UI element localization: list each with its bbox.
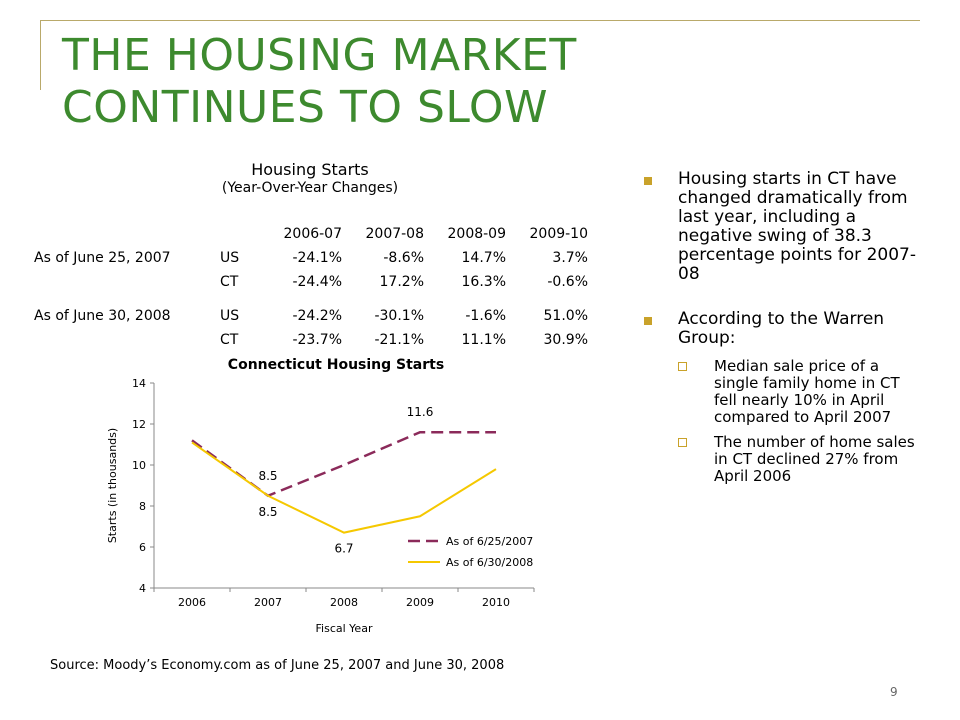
legend-label: As of 6/30/2008: [446, 556, 533, 569]
sub-bullet-item: Median sale price of a single family hom…: [640, 358, 920, 426]
housing-starts-chart: 4 6 8 10 12 14 2006 2007 2008 2009 2010 Fiscal Year…: [106, 377, 535, 635]
sub-bullet-box-icon: [678, 438, 687, 447]
table-cell: 16.3%: [461, 274, 506, 290]
slide-title-line2: CONTINUES TO SLOW: [62, 82, 548, 133]
row-label: As of June 30, 2008: [34, 308, 171, 324]
bullet-square-icon: [644, 177, 652, 185]
y-axis-title: Starts (in thousands): [106, 428, 119, 543]
column-header: 2007-08: [365, 226, 425, 242]
data-label: 6.7: [334, 542, 353, 556]
column-header: 2009-10: [529, 226, 589, 242]
table-cell: -24.4%: [292, 274, 342, 290]
sub-bullet-text: Median sale price of a single family hom…: [714, 357, 900, 426]
table-title: Housing Starts: [251, 160, 369, 179]
chart-title: Connecticut Housing Starts: [227, 357, 445, 373]
table-cell: -23.7%: [292, 332, 342, 348]
column-header: 2008-09: [447, 226, 507, 242]
bullet-item: According to the Warren Group:: [640, 310, 920, 348]
table-cell: 3.7%: [552, 250, 588, 266]
x-tick-label: 2007: [254, 596, 282, 609]
table-header-row: 2006-07 2007-08 2008-09 2009-10: [34, 222, 589, 246]
sub-bullet-item: The number of home sales in CT declined …: [640, 434, 920, 485]
slide-title-line1: THE HOUSING MARKET: [62, 30, 577, 81]
series-line: [191, 430, 496, 498]
x-tick-label: 2009: [406, 596, 434, 609]
table-cell: 11.1%: [461, 332, 506, 348]
table-cell: -30.1%: [374, 308, 424, 324]
data-label: 8.5: [258, 469, 277, 483]
row-region: US: [220, 250, 240, 266]
bullet-square-icon: [644, 317, 652, 325]
legend-label: As of 6/25/2007: [446, 535, 533, 548]
data-label: 8.5: [258, 505, 277, 519]
table-cell: -1.6%: [465, 308, 506, 324]
table-cell: -0.6%: [547, 274, 588, 290]
page-number: 9: [890, 685, 898, 699]
series-line: [191, 441, 497, 534]
y-tick-label: 10: [132, 459, 146, 472]
row-region: CT: [220, 332, 239, 348]
table-cell: 14.7%: [461, 250, 506, 266]
bullet-item: Housing starts in CT have changed dramat…: [640, 170, 920, 284]
table-subtitle: (Year-Over-Year Changes): [221, 180, 399, 196]
column-header: 2006-07: [283, 226, 343, 242]
slide-title: THE HOUSING MARKET CONTINUES TO SLOW: [62, 30, 642, 134]
row-label: [34, 328, 220, 352]
table-cell: 51.0%: [543, 308, 588, 324]
x-axis-title: Fiscal Year: [316, 622, 373, 635]
row-label: As of June 25, 2007: [34, 250, 171, 266]
bullet-text: Housing starts in CT have changed dramat…: [678, 169, 916, 284]
table-cell: -8.6%: [383, 250, 424, 266]
table-cell: 30.9%: [543, 332, 588, 348]
table-row: As of June 25, 2007 US -24.1% -8.6% 14.7…: [34, 246, 588, 270]
table-row: CT -23.7% -21.1% 11.1% 30.9%: [34, 328, 588, 352]
sub-bullet-text: The number of home sales in CT declined …: [714, 433, 915, 485]
bullet-text: According to the Warren Group:: [678, 309, 885, 348]
row-region: CT: [220, 274, 239, 290]
y-tick-label: 8: [139, 500, 146, 513]
table-cell: -24.2%: [292, 308, 342, 324]
table-cell: -24.1%: [292, 250, 342, 266]
row-label: [34, 270, 220, 294]
sub-bullet-box-icon: [678, 362, 687, 371]
housing-starts-table: 2006-07 2007-08 2008-09 2009-10 As of Ju…: [34, 222, 588, 352]
frame-left-rule: [40, 20, 41, 90]
data-label: 11.6: [407, 405, 434, 419]
x-tick-label: 2010: [482, 596, 510, 609]
y-tick-label: 4: [139, 582, 146, 595]
frame-top-rule: [40, 20, 920, 21]
x-tick-label: 2008: [330, 596, 358, 609]
table-row: CT -24.4% 17.2% 16.3% -0.6%: [34, 270, 588, 294]
y-tick-label: 6: [139, 541, 146, 554]
source-note: Source: Moody’s Economy.com as of June 2…: [50, 658, 505, 673]
table-cell: 17.2%: [379, 274, 424, 290]
table-row: As of June 30, 2008 US -24.2% -30.1% -1.…: [34, 304, 588, 328]
bullet-list: Housing starts in CT have changed dramat…: [640, 170, 920, 485]
y-tick-label: 12: [132, 418, 146, 431]
x-tick-label: 2006: [178, 596, 206, 609]
table-cell: -21.1%: [374, 332, 424, 348]
row-region: US: [220, 308, 240, 324]
y-tick-label: 14: [132, 377, 146, 390]
